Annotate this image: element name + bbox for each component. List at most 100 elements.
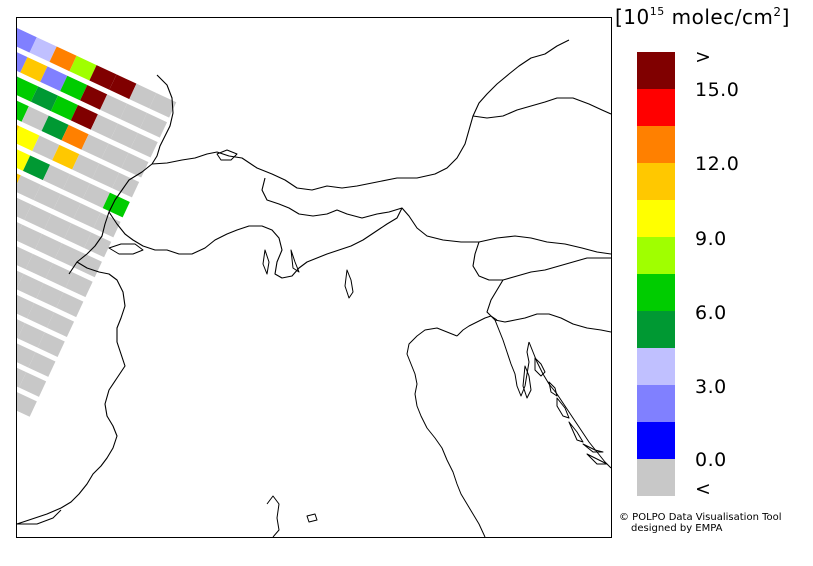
map-canvas	[17, 27, 611, 537]
swath-pixel	[17, 273, 44, 299]
swath-pixel	[26, 303, 55, 328]
swath-pixel	[53, 194, 81, 219]
swath-pixel	[21, 106, 49, 132]
lake-como	[290, 249, 300, 273]
legend-label-3: 3.0	[695, 376, 727, 398]
border-alps-italy	[261, 177, 611, 255]
swath-pixel	[52, 144, 80, 170]
swath-pixel	[90, 114, 118, 139]
swath-pixel	[84, 232, 112, 258]
island-elba	[306, 513, 318, 523]
swath-pixel	[17, 313, 25, 339]
swath-pixel	[101, 143, 129, 169]
island-pag	[556, 397, 570, 419]
legend-label-below: <	[695, 478, 712, 500]
credit-line-2: designed by EMPA	[631, 523, 723, 534]
swath-pixel	[54, 243, 83, 268]
coast-croatia	[528, 341, 611, 469]
swath-pixel	[19, 372, 47, 397]
border-germany-switzerland-austria	[151, 39, 570, 191]
island-krk	[534, 357, 546, 377]
swath-pixel	[17, 244, 33, 270]
swath-pixel	[34, 233, 63, 259]
map-panel	[16, 17, 612, 538]
legend-swatch	[637, 422, 675, 459]
swath-pixel	[17, 342, 36, 368]
swath-pixel	[80, 85, 108, 110]
lake-geneva	[108, 243, 144, 255]
swath-pixel	[17, 77, 39, 102]
border-croatia	[486, 279, 611, 333]
swath-pixel	[29, 37, 57, 62]
legend-swatch	[637, 311, 675, 348]
swath-pixel	[17, 47, 28, 73]
swath-row	[17, 97, 149, 178]
legend-swatch	[637, 200, 675, 237]
legend-title: [1015 molec/cm2]	[615, 5, 790, 29]
credit-text: © POLPO Data Visualisation Tool designed…	[619, 512, 782, 534]
border-switzerland-south	[108, 207, 403, 279]
swath-row	[17, 392, 37, 417]
legend-title-prefix: [10	[615, 5, 650, 29]
swath-pixel	[56, 292, 84, 318]
swath-row	[17, 116, 140, 198]
coast-ligurian	[17, 509, 62, 525]
swath-pixel	[73, 203, 101, 229]
swath-pixel	[81, 134, 109, 159]
swath-pixel	[121, 152, 149, 178]
swath-pixel	[69, 55, 97, 81]
swath-row	[17, 67, 158, 158]
swath-pixel	[129, 83, 157, 109]
island-dugi	[568, 421, 584, 443]
country-borders	[17, 39, 611, 525]
swath-pixel	[45, 263, 73, 288]
swath-row	[17, 47, 168, 138]
color-legend	[637, 52, 675, 496]
legend-label-12: 12.0	[695, 153, 740, 175]
lake-maggiore	[262, 249, 270, 275]
coastlines	[17, 149, 611, 537]
island-korcula	[586, 453, 608, 465]
swath-pixel	[25, 253, 53, 279]
corsica	[266, 495, 280, 537]
swath-pixel	[50, 95, 78, 121]
swath-pixel	[62, 174, 90, 199]
border-france-italy	[17, 261, 126, 525]
swath-row	[17, 313, 65, 357]
swath-row	[17, 27, 177, 118]
border-slovenia	[472, 241, 611, 281]
swath-row	[17, 342, 56, 377]
swath-pixel	[17, 27, 37, 53]
swath-pixel	[130, 132, 158, 158]
swath-pixel	[89, 65, 117, 90]
swath-row	[17, 146, 130, 218]
swath-pixel	[33, 184, 61, 210]
lake-constance	[216, 149, 238, 161]
swath-pixel	[109, 74, 137, 100]
swath-pixel	[70, 104, 98, 130]
legend-swatch	[637, 385, 675, 422]
satellite-swath	[17, 27, 177, 417]
swath-row	[17, 362, 47, 397]
swath-pixel	[17, 97, 29, 122]
swath-pixel	[17, 175, 41, 201]
swath-row	[17, 293, 75, 338]
legend-swatch	[637, 459, 675, 496]
border-france-germany	[151, 74, 174, 165]
legend-title-unit: molec/cm	[664, 5, 774, 29]
legend-label-6: 6.0	[695, 302, 727, 324]
swath-pixel	[37, 332, 65, 357]
swath-pixel	[100, 94, 128, 120]
legend-swatch	[637, 89, 675, 126]
swath-pixel	[110, 123, 138, 149]
swath-pixel	[17, 126, 40, 151]
swath-pixel	[65, 272, 93, 298]
swath-pixel	[40, 66, 68, 92]
legend-swatch	[637, 348, 675, 385]
swath-pixel	[139, 112, 168, 138]
swath-row	[17, 244, 93, 298]
swath-pixel	[20, 57, 48, 82]
swath-pixel	[60, 75, 88, 101]
swath-pixel	[119, 103, 148, 129]
swath-pixel	[46, 312, 75, 338]
